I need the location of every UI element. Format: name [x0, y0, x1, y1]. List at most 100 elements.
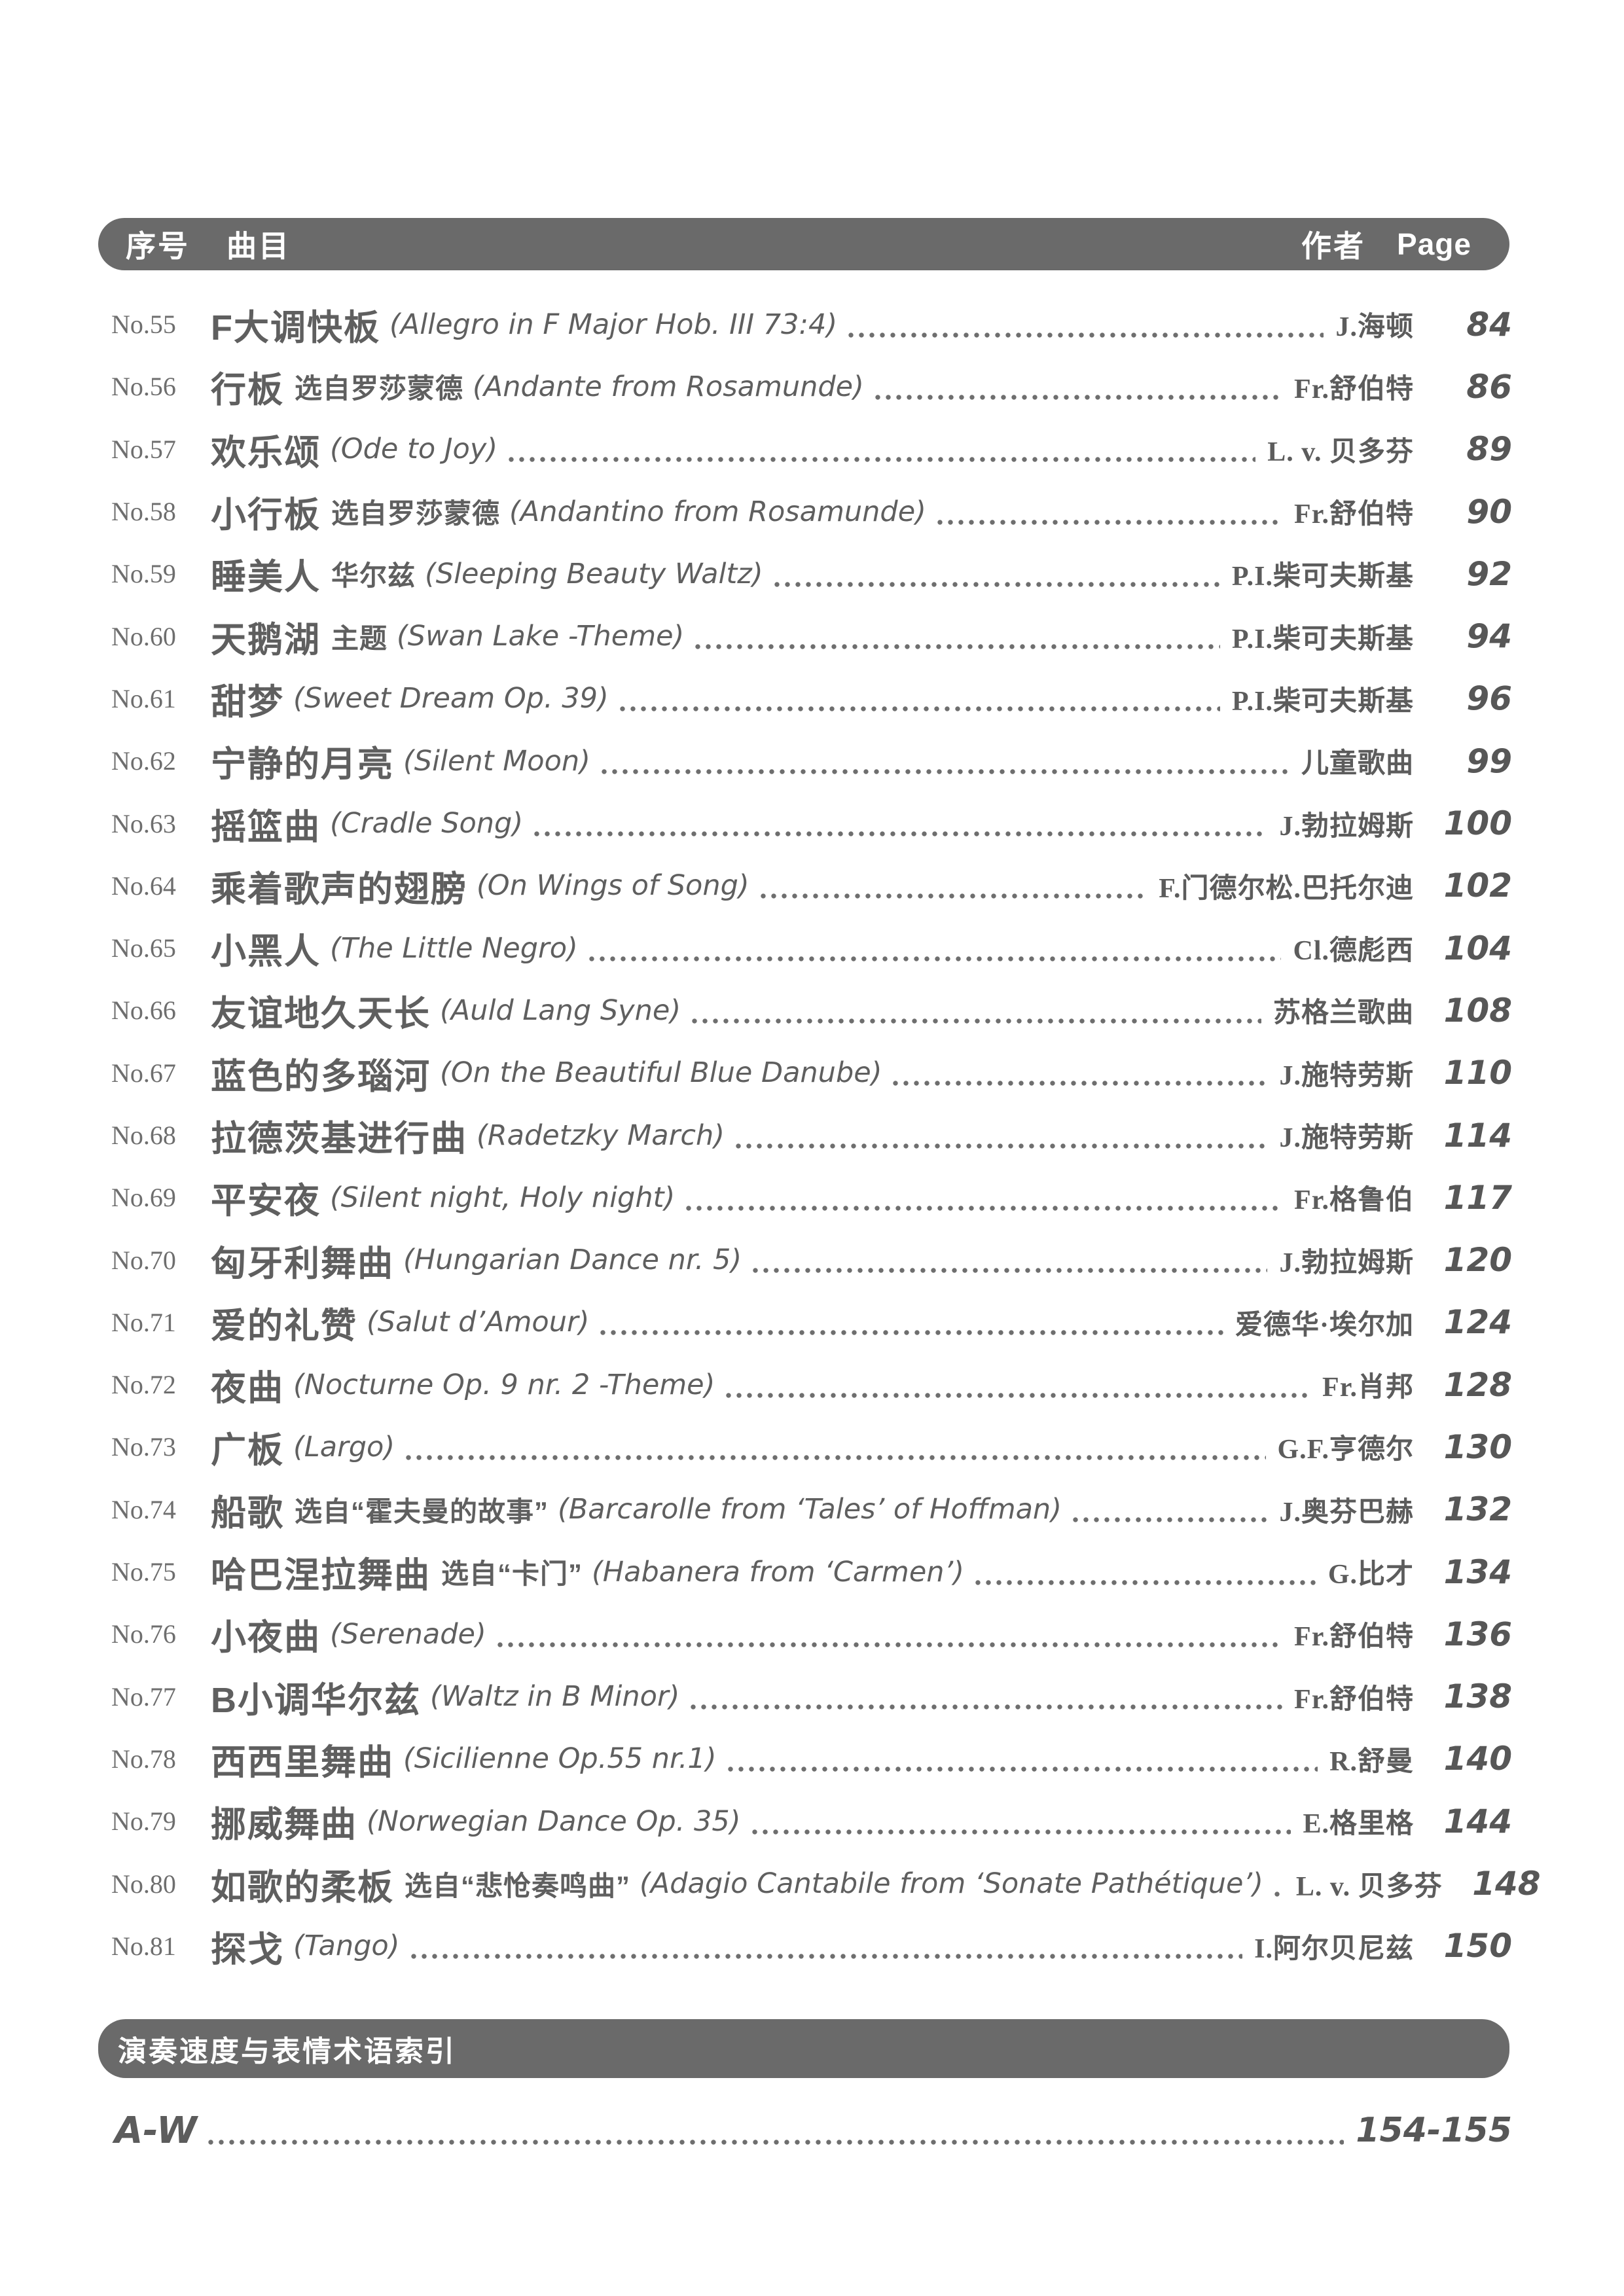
row-page-number: 120: [1443, 1241, 1512, 1280]
row-author: P.I.柴可夫斯基: [1231, 562, 1414, 592]
row-page-number: 150: [1443, 1927, 1512, 1965]
row-title-en: (Adagio Cantabile from ‘Sonate Pathétiqu…: [640, 1867, 1263, 1901]
row-page-number: 90: [1466, 492, 1512, 531]
row-number: No.65: [111, 933, 176, 963]
table-row: No.73 广板 (Largo) G.F.亨德尔 130: [111, 1416, 1512, 1478]
toc-header-bar: 序号 曲目 作者 Page: [98, 218, 1509, 270]
dot-leader: [405, 1454, 1266, 1461]
table-row: No.69 平安夜 (Silent night, Holy night) Fr.…: [111, 1166, 1512, 1229]
index-section-title: 演奏速度与表情术语索引: [118, 2036, 456, 2068]
row-title-zh: 小夜曲: [211, 1618, 321, 1658]
row-title-zh: 船歌: [211, 1493, 284, 1533]
dot-leader: [936, 518, 1283, 526]
row-subtitle-zh: 选自“悲怆奏鸣曲”: [405, 1870, 631, 1901]
row-number: No.64: [111, 870, 176, 901]
row-page-number: 110: [1443, 1054, 1512, 1092]
row-title-en: (Cradle Song): [330, 807, 524, 840]
dot-leader: [600, 768, 1290, 775]
row-author: Cl.德彪西: [1293, 936, 1414, 967]
row-title-en: (Radetzky March): [477, 1119, 725, 1152]
dot-leader: [695, 643, 1220, 651]
table-row: No.70 匈牙利舞曲 (Hungarian Dance nr. 5) J.勃拉…: [111, 1229, 1512, 1291]
row-title-en: (Silent Moon): [403, 744, 590, 778]
row-author: I.阿尔贝尼兹: [1254, 1933, 1414, 1964]
row-author: G.比才: [1327, 1560, 1414, 1590]
row-title-zh: 睡美人: [211, 558, 321, 598]
row-number: No.72: [111, 1370, 176, 1400]
dot-leader: [773, 581, 1220, 588]
row-number: No.76: [111, 1619, 176, 1649]
row-title-en: (Auld Lang Syne): [440, 994, 681, 1027]
table-row: No.65 小黑人 (The Little Negro) Cl.德彪西 104: [111, 917, 1512, 979]
column-header-title: 曲目: [226, 229, 291, 263]
row-author: P.I.柴可夫斯基: [1231, 624, 1414, 655]
row-title-zh: B小调华尔兹: [211, 1680, 421, 1720]
row-title-zh: 友谊地久天长: [211, 994, 431, 1034]
row-page-number: 148: [1472, 1865, 1541, 1903]
column-header-number: 序号: [126, 229, 190, 263]
row-number: No.78: [111, 1744, 176, 1774]
row-page-number: 104: [1443, 929, 1512, 967]
row-title-en: (Largo): [293, 1430, 395, 1463]
dot-leader: [588, 955, 1282, 962]
index-section-bar: 演奏速度与表情术语索引: [98, 2019, 1509, 2078]
table-row: No.63 摇篮曲 (Cradle Song) J.勃拉姆斯 100: [111, 792, 1512, 854]
row-subtitle-zh: 选自“霍夫曼的故事”: [295, 1496, 549, 1527]
dot-leader: [974, 1579, 1316, 1586]
row-number: No.57: [111, 434, 176, 464]
row-page-number: 140: [1443, 1740, 1512, 1778]
row-subtitle-zh: 主题: [331, 622, 388, 654]
index-range-label: A-W: [115, 2109, 197, 2152]
row-title-zh: 甜梦: [211, 682, 284, 722]
table-row: No.71 爱的礼赞 (Salut d’Amour) 爱德华·埃尔加 124: [111, 1291, 1512, 1354]
row-number: No.75: [111, 1557, 176, 1587]
dot-leader: [690, 1704, 1283, 1711]
row-number: No.63: [111, 808, 176, 838]
row-title-en: (On Wings of Song): [477, 869, 749, 903]
row-author: J.勃拉姆斯: [1279, 811, 1414, 842]
row-title-en: (Habanera from ‘Carmen’): [592, 1555, 964, 1588]
row-title-zh: F大调快板: [211, 308, 380, 348]
row-number: No.74: [111, 1494, 176, 1524]
row-page-number: 92: [1466, 554, 1512, 593]
row-title-zh: 小黑人: [211, 932, 321, 972]
row-title-en: (Sicilienne Op.55 nr.1): [403, 1742, 717, 1776]
row-number: No.77: [111, 1681, 176, 1712]
row-title-en: (Hungarian Dance nr. 5): [403, 1244, 742, 1277]
row-page-number: 108: [1443, 991, 1512, 1030]
row-page-number: 117: [1443, 1178, 1512, 1217]
table-row: No.68 拉德茨基进行曲 (Radetzky March) J.施特劳斯 11…: [111, 1104, 1512, 1166]
row-page-number: 144: [1443, 1802, 1512, 1840]
row-number: No.68: [111, 1121, 176, 1150]
row-page-number: 84: [1466, 305, 1512, 344]
row-title-zh: 平安夜: [211, 1181, 321, 1221]
table-row: No.72 夜曲 (Nocturne Op. 9 nr. 2 -Theme) F…: [111, 1354, 1512, 1416]
row-title-en: (Waltz in B Minor): [430, 1680, 680, 1713]
row-author: Fr.舒伯特: [1294, 499, 1414, 530]
table-row: No.60 天鹅湖 主题 (Swan Lake -Theme) P.I.柴可夫斯…: [111, 605, 1512, 667]
row-title-zh: 蓝色的多瑙河: [211, 1056, 431, 1096]
dot-leader: [207, 2139, 1344, 2145]
row-page-number: 124: [1443, 1303, 1512, 1342]
row-page-number: 86: [1466, 367, 1512, 406]
toc-list: No.55 F大调快板 (Allegro in F Major Hob. III…: [111, 293, 1541, 1977]
table-row: No.62 宁静的月亮 (Silent Moon) 儿童歌曲 99: [111, 730, 1512, 792]
row-subtitle-zh: 华尔兹: [331, 560, 416, 592]
row-author: 儿童歌曲: [1301, 749, 1414, 780]
row-author: G.F.亨德尔: [1277, 1435, 1414, 1465]
dot-leader: [600, 1329, 1223, 1336]
row-page-number: 102: [1443, 867, 1512, 905]
table-row: No.81 探戈 (Tango) I.阿尔贝尼兹 150: [111, 1915, 1512, 1977]
row-title-en: (Allegro in F Major Hob. III 73:4): [389, 308, 838, 341]
row-title-zh: 小行板: [211, 495, 321, 535]
row-author: P.I.柴可夫斯基: [1231, 686, 1414, 717]
row-title-zh: 行板: [211, 370, 284, 410]
row-author: J.海顿: [1335, 312, 1414, 343]
row-author: Fr.舒伯特: [1294, 374, 1414, 405]
row-page-number: 99: [1466, 742, 1512, 780]
dot-leader: [496, 1641, 1283, 1648]
dot-leader: [685, 1204, 1283, 1211]
row-title-zh: 爱的礼赞: [211, 1306, 357, 1346]
row-title-en: (Sleeping Beauty Waltz): [425, 557, 763, 590]
row-title-zh: 宁静的月亮: [211, 745, 394, 785]
